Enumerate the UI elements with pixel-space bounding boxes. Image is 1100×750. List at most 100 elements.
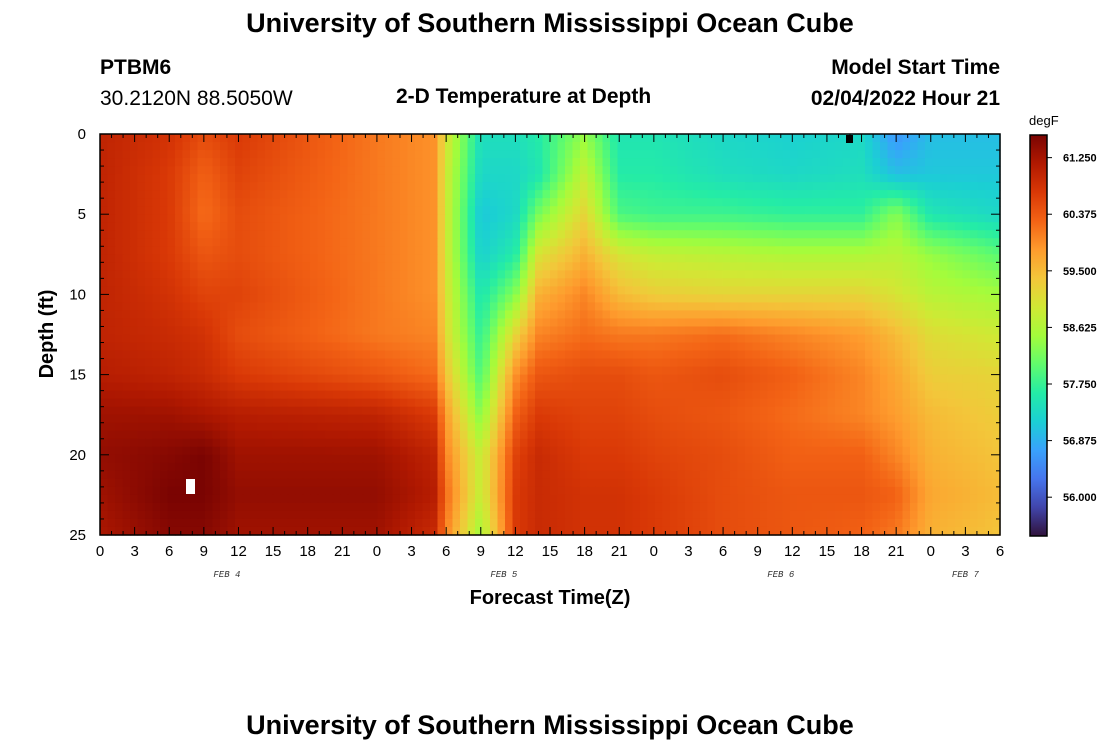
- heatmap-cell: [257, 350, 266, 360]
- heatmap-cell: [902, 350, 911, 360]
- heatmap-cell: [227, 174, 236, 183]
- heatmap-cell: [677, 206, 686, 215]
- heatmap-cell: [685, 374, 694, 384]
- heatmap-cell: [917, 286, 926, 295]
- heatmap-cell: [992, 142, 1001, 151]
- heatmap-cell: [512, 358, 521, 368]
- heatmap-cell: [227, 278, 236, 287]
- heatmap-cell: [520, 134, 529, 143]
- heatmap-cell: [782, 390, 791, 400]
- heatmap-cell: [595, 278, 604, 287]
- heatmap-cell: [872, 262, 881, 271]
- heatmap-cell: [272, 166, 281, 175]
- heatmap-cell: [452, 350, 461, 360]
- heatmap-cell: [880, 182, 889, 191]
- heatmap: [100, 134, 1001, 536]
- heatmap-cell: [932, 438, 941, 448]
- heatmap-cell: [685, 206, 694, 215]
- heatmap-cell: [722, 262, 731, 271]
- heatmap-cell: [902, 318, 911, 328]
- heatmap-cell: [602, 334, 611, 344]
- heatmap-cell: [325, 246, 334, 255]
- heatmap-cell: [115, 174, 124, 183]
- heatmap-cell: [347, 230, 356, 239]
- heatmap-cell: [235, 166, 244, 175]
- heatmap-cell: [902, 142, 911, 151]
- heatmap-cell: [610, 278, 619, 287]
- heatmap-cell: [745, 278, 754, 287]
- heatmap-cell: [332, 374, 341, 384]
- heatmap-cell: [737, 310, 746, 320]
- heatmap-cell: [340, 310, 349, 320]
- heatmap-cell: [677, 366, 686, 376]
- heatmap-cell: [550, 254, 559, 263]
- heatmap-cell: [610, 246, 619, 255]
- heatmap-cell: [790, 142, 799, 151]
- heatmap-cell: [947, 278, 956, 287]
- heatmap-cell: [685, 222, 694, 231]
- heatmap-cell: [347, 414, 356, 424]
- heatmap-cell: [752, 198, 761, 207]
- heatmap-cell: [310, 222, 319, 231]
- heatmap-cell: [280, 286, 289, 295]
- heatmap-cell: [632, 334, 641, 344]
- heatmap-cell: [445, 182, 454, 191]
- heatmap-cell: [917, 350, 926, 360]
- heatmap-cell: [175, 390, 184, 400]
- heatmap-cell: [910, 334, 919, 344]
- heatmap-cell: [347, 334, 356, 344]
- heatmap-cell: [137, 406, 146, 416]
- heatmap-cell: [977, 302, 986, 312]
- heatmap-cell: [242, 206, 251, 215]
- heatmap-cell: [655, 382, 664, 392]
- heatmap-cell: [370, 462, 379, 472]
- heatmap-cell: [490, 182, 499, 191]
- heatmap-cell: [310, 382, 319, 392]
- heatmap-cell: [985, 278, 994, 287]
- heatmap-cell: [557, 174, 566, 183]
- heatmap-cell: [437, 278, 446, 287]
- heatmap-cell: [940, 270, 949, 279]
- heatmap-cell: [992, 222, 1001, 231]
- heatmap-cell: [190, 142, 199, 151]
- heatmap-cell: [355, 174, 364, 183]
- heatmap-cell: [835, 174, 844, 183]
- heatmap-cell: [347, 326, 356, 336]
- heatmap-cell: [752, 454, 761, 464]
- heatmap-cell: [692, 326, 701, 336]
- heatmap-cell: [227, 222, 236, 231]
- heatmap-cell: [100, 262, 109, 271]
- heatmap-cell: [730, 398, 739, 408]
- heatmap-cell: [220, 230, 229, 239]
- heatmap-cell: [745, 326, 754, 336]
- heatmap-cell: [437, 150, 446, 159]
- heatmap-cell: [647, 222, 656, 231]
- heatmap-cell: [602, 150, 611, 159]
- heatmap-cell: [565, 230, 574, 239]
- heatmap-cell: [130, 438, 139, 448]
- heatmap-cell: [512, 454, 521, 464]
- heatmap-cell: [640, 398, 649, 408]
- heatmap-cell: [775, 390, 784, 400]
- heatmap-cell: [527, 214, 536, 223]
- heatmap-cell: [482, 462, 491, 472]
- heatmap-cell: [715, 206, 724, 215]
- heatmap-cell: [295, 310, 304, 320]
- heatmap-cell: [857, 262, 866, 271]
- heatmap-cell: [827, 198, 836, 207]
- heatmap-cell: [587, 238, 596, 247]
- heatmap-cell: [572, 142, 581, 151]
- heatmap-cell: [647, 158, 656, 167]
- heatmap-cell: [115, 166, 124, 175]
- heatmap-cell: [850, 302, 859, 312]
- heatmap-cell: [880, 246, 889, 255]
- heatmap-cell: [512, 262, 521, 271]
- heatmap-cell: [737, 342, 746, 352]
- heatmap-cell: [602, 446, 611, 456]
- heatmap-cell: [512, 406, 521, 416]
- heatmap-cell: [587, 278, 596, 287]
- heatmap-cell: [460, 454, 469, 464]
- heatmap-cell: [452, 462, 461, 472]
- heatmap-cell: [392, 214, 401, 223]
- heatmap-cell: [362, 254, 371, 263]
